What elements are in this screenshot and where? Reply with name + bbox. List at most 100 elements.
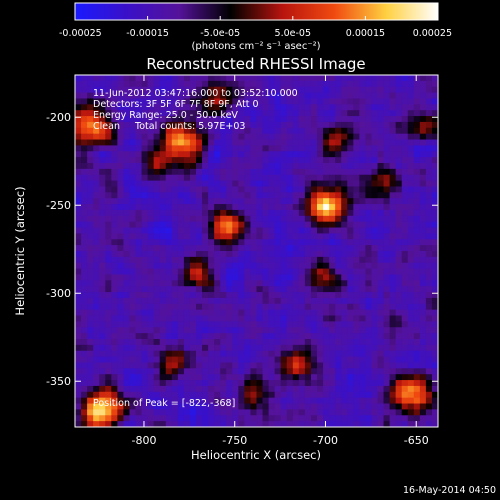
heatmap-cell [250, 415, 257, 422]
heatmap-cell [226, 204, 233, 211]
heatmap-cell [268, 151, 276, 158]
heatmap-cell [141, 204, 148, 211]
heatmap-cell [377, 362, 384, 369]
heatmap-cell [208, 339, 215, 346]
heatmap-cell [99, 391, 106, 399]
heatmap-cell [99, 356, 106, 363]
heatmap-cell [304, 186, 312, 193]
heatmap-cell [304, 380, 312, 387]
heatmap-cell [153, 139, 161, 146]
heatmap-cell [196, 256, 203, 264]
heatmap-cell [304, 274, 312, 281]
heatmap-cell [389, 374, 397, 381]
heatmap-cell [413, 415, 421, 422]
heatmap-cell [135, 239, 142, 246]
heatmap-cell [250, 174, 257, 181]
heatmap-cell [196, 98, 203, 105]
heatmap-cell [323, 292, 330, 299]
heatmap-cell [147, 321, 155, 328]
heatmap-cell [401, 127, 409, 135]
heatmap-cell [389, 362, 397, 369]
heatmap-cell [286, 356, 294, 363]
heatmap-cell [147, 198, 155, 205]
heatmap-cell [171, 92, 179, 99]
heatmap-cell [298, 380, 306, 387]
heatmap-cell [189, 121, 197, 129]
heatmap-cell [117, 86, 124, 93]
peak-position-label: Position of Peak = [-822,-368] [93, 398, 235, 409]
heatmap-cell [105, 303, 112, 311]
heatmap-cell [141, 174, 148, 181]
heatmap-cell [202, 75, 209, 82]
heatmap-cell [310, 321, 318, 328]
heatmap-cell [341, 385, 348, 393]
heatmap-cell [129, 98, 136, 105]
heatmap-cell [268, 110, 276, 117]
heatmap-cell [262, 139, 269, 146]
heatmap-cell [214, 145, 221, 152]
heatmap-cell [81, 116, 88, 123]
heatmap-cell [238, 251, 245, 258]
heatmap-cell [147, 421, 155, 428]
heatmap-cell [147, 350, 155, 357]
heatmap-cell [202, 227, 209, 234]
heatmap-cell [377, 133, 384, 140]
heatmap-cell [401, 262, 409, 269]
heatmap-cell [274, 209, 282, 217]
heatmap-cell [262, 209, 269, 217]
heatmap-cell [280, 421, 288, 428]
heatmap-cell [310, 75, 318, 82]
heatmap-cell [310, 356, 318, 363]
heatmap-cell [214, 221, 221, 228]
heatmap-cell [147, 339, 155, 346]
heatmap-cell [359, 350, 366, 357]
heatmap-cell [329, 204, 336, 211]
heatmap-cell [129, 321, 136, 328]
heatmap-cell [256, 145, 263, 152]
heatmap-cell [214, 321, 221, 328]
heatmap-cell [244, 75, 251, 82]
heatmap-cell [93, 309, 100, 316]
heatmap-cell [268, 368, 276, 375]
heatmap-cell [323, 121, 330, 129]
heatmap-cell [232, 180, 239, 187]
heatmap-cell [250, 168, 257, 176]
heatmap-cell [383, 80, 390, 88]
heatmap-cell [335, 192, 342, 199]
heatmap-cell [159, 391, 167, 399]
heatmap-cell [298, 344, 306, 352]
heatmap-cell [377, 121, 384, 129]
heatmap-cell [419, 215, 427, 223]
heatmap-cell [395, 174, 403, 181]
heatmap-cell [280, 415, 288, 422]
heatmap-cell [407, 180, 415, 187]
heatmap-cell [214, 110, 221, 117]
heatmap-cell [81, 92, 88, 99]
heatmap-cell [292, 221, 300, 228]
heatmap-cell [159, 415, 167, 422]
heatmap-cell [256, 368, 263, 375]
heatmap-cell [250, 104, 257, 111]
heatmap-cell [153, 157, 161, 164]
heatmap-cell [280, 268, 288, 275]
heatmap-cell [177, 151, 185, 158]
heatmap-cell [117, 227, 124, 234]
heatmap-cell [177, 92, 185, 99]
heatmap-cell [196, 192, 203, 199]
heatmap-cell [425, 327, 433, 334]
heatmap-cell [419, 92, 427, 99]
heatmap-cell [377, 421, 384, 428]
heatmap-cell [153, 380, 161, 387]
heatmap-cell [341, 350, 348, 357]
heatmap-cell [413, 327, 421, 334]
heatmap-cell [171, 116, 179, 123]
heatmap-cell [141, 209, 148, 217]
heatmap-cell [135, 333, 142, 340]
heatmap-cell [244, 315, 251, 322]
heatmap-cell [280, 245, 288, 252]
heatmap-cell [135, 286, 142, 293]
heatmap-cell [419, 168, 427, 176]
heatmap-cell [129, 110, 136, 117]
heatmap-cell [238, 297, 245, 305]
heatmap-cell [365, 192, 372, 199]
